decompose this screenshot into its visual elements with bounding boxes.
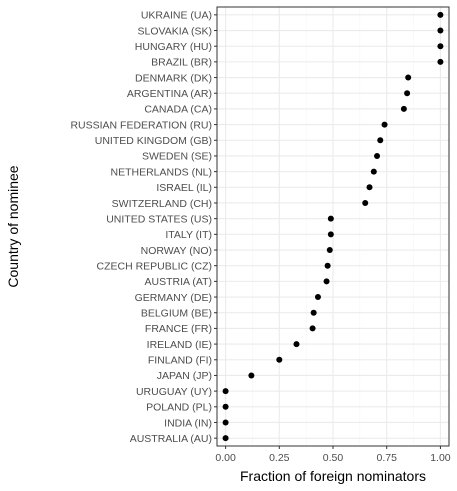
y-tick-label: ITALY (IT) [165,229,212,241]
y-tick-label: AUSTRALIA (AU) [130,433,212,445]
data-point [326,247,333,254]
y-tick-label: ISRAEL (IL) [156,182,212,194]
data-point [437,58,444,65]
y-tick-label: UNITED STATES (US) [106,213,212,225]
data-point [437,11,444,18]
data-point [437,27,444,34]
data-point [222,388,229,395]
y-tick-label: SWEDEN (SE) [142,151,212,163]
y-axis-title: Country of nominee [5,165,21,287]
y-tick-label: UNITED KINGDOM (GB) [95,135,212,147]
data-point [377,137,384,144]
data-point [222,403,229,410]
y-tick-label: BRAZIL (BR) [151,57,212,69]
y-tick-label: POLAND (PL) [146,402,212,414]
data-point [222,435,229,442]
data-point [314,294,321,301]
y-tick-label: UKRAINE (UA) [141,10,212,22]
y-tick-label: JAPAN (JP) [157,370,212,382]
y-tick-label: HUNGARY (HU) [135,41,212,53]
x-tick-label: 0.75 [376,452,397,464]
data-point [309,325,316,332]
grid-layer [217,7,449,446]
data-point [366,184,373,191]
data-point [248,372,255,379]
data-point [323,278,330,285]
x-axis: 0.00 0.25 0.50 0.75 1.00 [215,446,451,464]
y-tick-label: IRELAND (IE) [147,339,212,351]
y-tick-label: RUSSIAN FEDERATION (RU) [70,119,212,131]
y-tick-label: FRANCE (FR) [145,323,212,335]
y-tick-label: AUSTRIA (AT) [145,276,212,288]
y-tick-label: URUGUAY (UY) [136,386,212,398]
data-point [327,215,334,222]
y-tick-label: NETHERLANDS (NL) [110,166,212,178]
y-tick-label: SWITZERLAND (CH) [112,198,212,210]
data-point [404,90,411,97]
points-layer [222,11,444,442]
x-tick-label: 0.25 [269,452,290,464]
y-tick-label: GERMANY (DE) [135,292,212,304]
y-tick-label: SLOVAKIA (SK) [138,25,213,37]
y-tick-label: CANADA (CA) [144,104,212,116]
y-tick-label: DENMARK (DK) [135,72,212,84]
y-tick-label: NORWAY (NO) [141,245,212,257]
data-point [222,419,229,426]
x-tick-label: 0.00 [215,452,236,464]
data-point [400,105,407,112]
data-point [327,231,334,238]
data-point [437,43,444,50]
data-point [293,341,300,348]
data-point [405,74,412,81]
data-point [324,262,331,269]
data-point [362,199,369,206]
data-point [276,356,283,363]
x-axis-title: Fraction of foreign nominators [240,468,426,484]
y-tick-label: BELGIUM (BE) [141,308,212,320]
data-point [374,152,381,159]
y-axis: UKRAINE (UA) SLOVAKIA (SK) HUNGARY (HU) BRA… [70,10,217,445]
data-point [381,121,388,128]
x-tick-label: 0.50 [323,452,344,464]
x-tick-label: 1.00 [430,452,451,464]
y-tick-label: FINLAND (FI) [148,355,212,367]
y-tick-label: INDIA (IN) [164,417,212,429]
y-tick-label: ARGENTINA (AR) [127,88,212,100]
data-point [310,309,317,316]
y-tick-label: CZECH REPUBLIC (CZ) [96,260,212,272]
data-point [370,168,377,175]
